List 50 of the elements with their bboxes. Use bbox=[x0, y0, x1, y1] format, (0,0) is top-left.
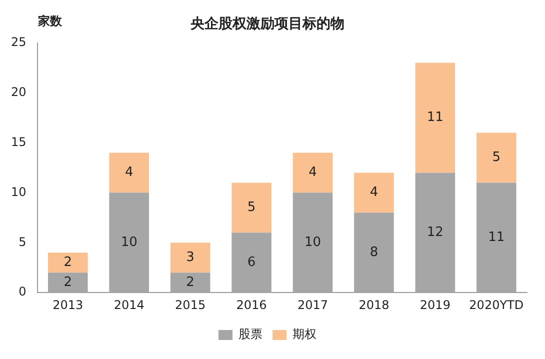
data-label: 5 bbox=[247, 200, 256, 216]
bar bbox=[354, 212, 394, 293]
bar bbox=[170, 272, 210, 293]
bar bbox=[109, 152, 149, 193]
y-axis-title: 家数 bbox=[37, 14, 63, 28]
bar bbox=[48, 252, 88, 273]
bar bbox=[292, 152, 333, 193]
data-label: 4 bbox=[308, 165, 317, 180]
x-tick-label: 2020YTD bbox=[469, 298, 524, 312]
x-tick-label: 2019 bbox=[420, 298, 450, 312]
bar bbox=[48, 272, 88, 293]
x-tick-label: 2014 bbox=[114, 298, 144, 312]
bar bbox=[354, 172, 394, 213]
x-tick-label: 2018 bbox=[358, 298, 390, 312]
bar bbox=[292, 192, 333, 293]
data-label: 2 bbox=[186, 274, 194, 290]
bar bbox=[476, 132, 516, 183]
legend-label: 股票 bbox=[238, 327, 262, 342]
data-label: 5 bbox=[492, 150, 501, 166]
x-tick-label: 2017 bbox=[297, 298, 328, 312]
data-label: 3 bbox=[186, 250, 194, 266]
y-tick-label: 0 bbox=[18, 284, 26, 299]
data-label: 2 bbox=[64, 255, 72, 270]
x-tick-label: 2013 bbox=[52, 298, 84, 312]
data-label: 2 bbox=[64, 274, 72, 290]
bar bbox=[415, 172, 456, 293]
data-label: 6 bbox=[247, 255, 256, 270]
bar bbox=[232, 232, 272, 293]
bar bbox=[109, 192, 149, 293]
data-label: 11 bbox=[488, 230, 505, 246]
y-tick-label: 25 bbox=[10, 34, 26, 49]
x-tick-label: 2016 bbox=[236, 298, 267, 312]
bar bbox=[232, 182, 272, 233]
data-label: 4 bbox=[370, 185, 378, 200]
x-tick-label: 2015 bbox=[175, 298, 206, 312]
y-tick-label: 5 bbox=[18, 234, 26, 249]
chart-title: 央企股权激励项目标的物 bbox=[190, 16, 344, 32]
data-label: 12 bbox=[426, 225, 444, 240]
y-tick-label: 20 bbox=[10, 84, 26, 99]
bar bbox=[170, 242, 210, 273]
data-label: 11 bbox=[426, 110, 444, 126]
y-tick-label: 15 bbox=[10, 134, 26, 149]
data-label: 8 bbox=[370, 245, 378, 260]
data-label: 10 bbox=[304, 235, 322, 250]
y-tick-label: 10 bbox=[10, 184, 26, 199]
data-label: 10 bbox=[120, 235, 138, 250]
data-label: 4 bbox=[124, 165, 134, 180]
legend-label: 期权 bbox=[292, 327, 316, 342]
bar bbox=[415, 62, 456, 173]
bar bbox=[476, 182, 516, 293]
